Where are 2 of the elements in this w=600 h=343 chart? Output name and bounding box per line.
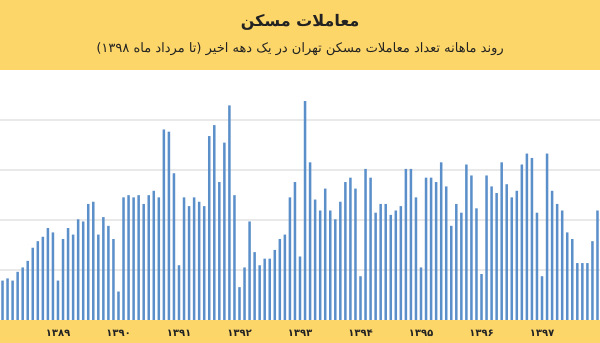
- subtitle: روند ماهانه تعداد معاملات مسکن تهران در یک دهه اخیر (تا مرداد ماه ۱۳۹۸): [96, 41, 504, 56]
- title: معاملات مسکن: [240, 11, 360, 30]
